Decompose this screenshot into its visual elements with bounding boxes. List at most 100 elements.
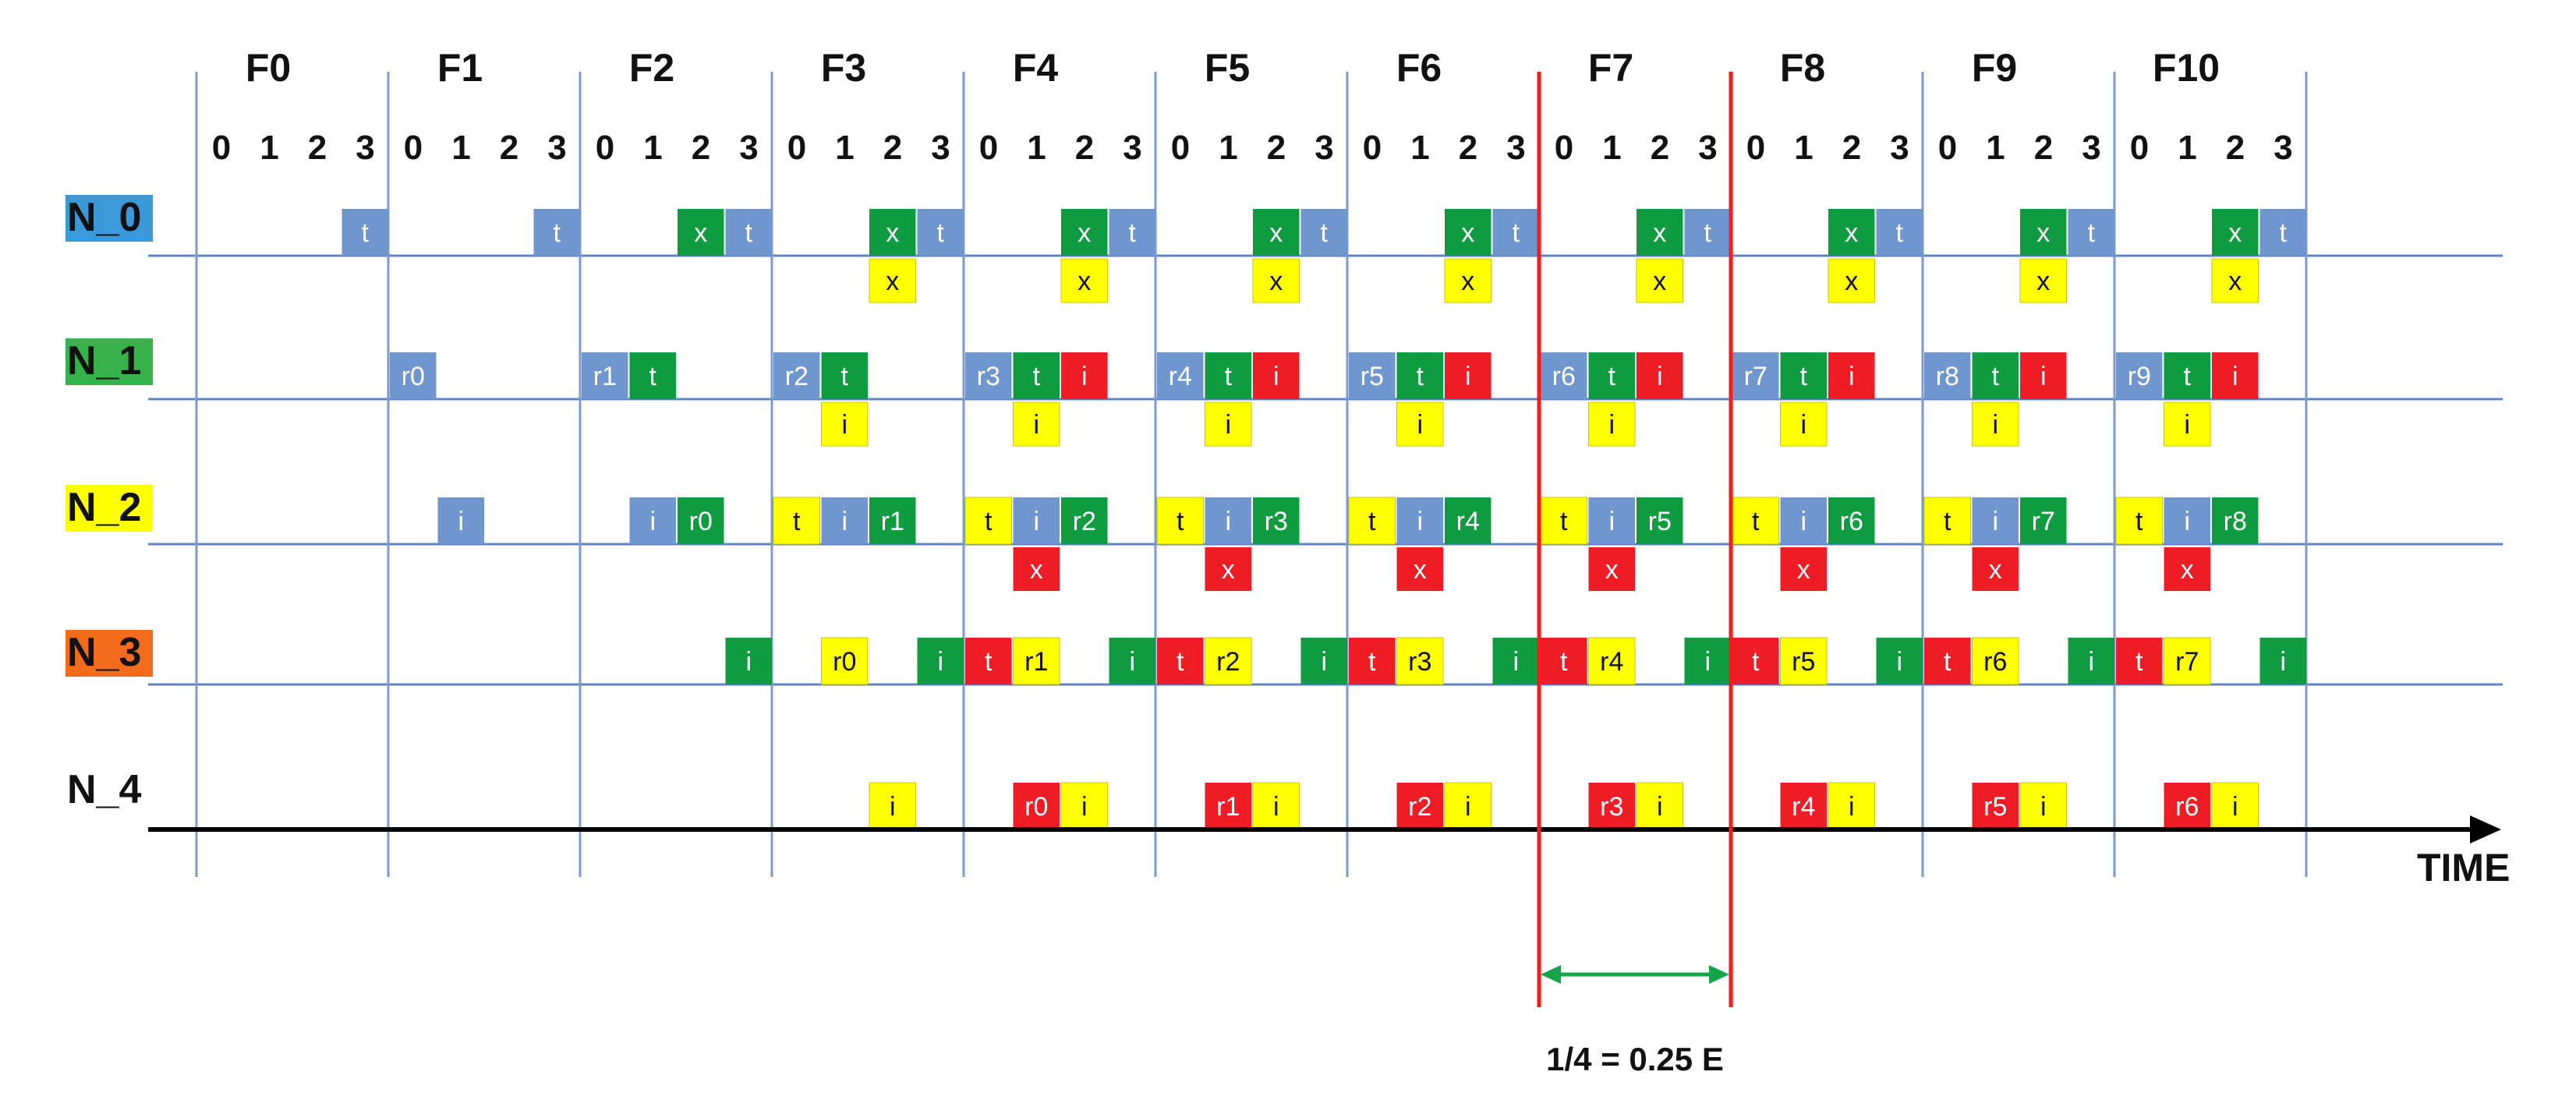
slot-cell <box>1349 352 1396 399</box>
slot-cell-label: x <box>1461 218 1474 248</box>
slot-cell-label: t <box>1800 362 1808 391</box>
slot-cell-label: x <box>1077 218 1091 248</box>
slot-cell <box>1349 638 1396 684</box>
slot-cell-label: i <box>1321 647 1327 677</box>
slot-cell <box>1205 547 1251 591</box>
slot-cell <box>1637 352 1683 399</box>
slot-cell <box>1541 638 1587 684</box>
slot-cell <box>725 209 772 256</box>
slot-cell <box>582 352 628 399</box>
slot-cell-label: r6 <box>1983 647 2007 677</box>
slot-label: 3 <box>931 129 950 167</box>
slot-cell <box>1780 783 1827 829</box>
slot-cell <box>1492 638 1539 684</box>
slot-cell <box>1157 352 1204 399</box>
slot-label: 1 <box>643 129 662 167</box>
slot-cell-label: i <box>1417 410 1423 440</box>
slot-cell-label: r5 <box>1983 792 2007 822</box>
slot-cell-label: t <box>649 362 657 391</box>
slot-cell-label: r1 <box>881 507 904 536</box>
slot-cell-label: i <box>1417 507 1423 536</box>
slot-cell-label: i <box>1608 507 1615 536</box>
time-axis-label: TIME <box>2417 846 2510 889</box>
slot-cell-label: x <box>1030 555 1043 585</box>
slot-cell-label: i <box>649 507 656 536</box>
slot-cell-label: t <box>554 218 561 248</box>
slot-label: 2 <box>2226 129 2245 167</box>
slot-cell <box>1588 352 1635 399</box>
slot-cell <box>821 401 869 447</box>
slot-cell-label: r1 <box>1024 647 1048 677</box>
slot-cell <box>1252 258 1300 303</box>
slot-cell <box>533 209 580 256</box>
slot-label: 1 <box>2178 129 2196 167</box>
slot-cell <box>1972 783 2019 829</box>
slot-cell-label: x <box>1222 555 1235 585</box>
slot-label: 2 <box>1651 129 1669 167</box>
slot-cell-label: i <box>1273 362 1279 391</box>
slot-cell <box>2020 352 2067 399</box>
slot-cell <box>965 352 1012 399</box>
slot-cell <box>2212 209 2259 256</box>
frame-label: F7 <box>1588 46 1633 90</box>
slot-cell <box>1732 638 1779 684</box>
slot-cell <box>678 209 724 256</box>
slot-cell-label: t <box>1321 218 1329 248</box>
slot-cell-label: x <box>1653 218 1666 248</box>
slot-cell-label: i <box>1465 362 1471 391</box>
slot-cell-label: t <box>2135 647 2143 677</box>
slot-cell <box>821 637 869 685</box>
slot-cell-label: t <box>1368 647 1376 677</box>
slot-label: 3 <box>1698 129 1717 167</box>
slot-cell-label: i <box>1992 507 1998 536</box>
slot-cell-label: i <box>2280 647 2286 677</box>
slot-cell <box>2164 783 2210 829</box>
slot-cell-label: r1 <box>1216 792 1240 822</box>
slot-cell <box>1061 209 1108 256</box>
slot-cell-label: r3 <box>1600 792 1623 822</box>
slot-cell-label: i <box>1033 410 1039 440</box>
slot-cell <box>1396 352 1443 399</box>
slot-cell-label: i <box>1081 362 1088 391</box>
slot-cell-label: t <box>793 507 801 536</box>
slot-cell <box>1972 352 2019 399</box>
slot-cell-label: t <box>1752 507 1760 536</box>
slot-cell <box>1445 209 1491 256</box>
slot-label: 3 <box>2273 129 2292 167</box>
slot-cell <box>2164 547 2210 591</box>
slot-cell <box>2212 352 2259 399</box>
slot-cell <box>1396 637 1444 685</box>
slot-label: 1 <box>1027 129 1046 167</box>
slot-label: 1 <box>1410 129 1429 167</box>
slot-cell <box>2068 638 2114 684</box>
slot-cell <box>1013 352 1060 399</box>
slot-cell <box>1396 547 1443 591</box>
slot-cell-label: x <box>2181 555 2194 585</box>
slot-cell-label: t <box>362 218 370 248</box>
slot-cell <box>1348 497 1396 545</box>
slot-cell <box>869 258 916 303</box>
slot-cell-label: x <box>2036 267 2050 296</box>
slot-cell <box>1013 637 1060 685</box>
slot-cell-label: x <box>694 218 707 248</box>
slot-cell-label: t <box>1896 218 1904 248</box>
slot-cell <box>1972 401 2019 447</box>
slot-cell <box>725 638 772 684</box>
slot-cell <box>1972 637 2019 685</box>
slot-label: 2 <box>1842 129 1861 167</box>
slot-cell <box>1588 783 1635 829</box>
slot-cell <box>821 352 868 399</box>
slot-label: 0 <box>1171 129 1190 167</box>
slot-cell-label: t <box>1129 218 1137 248</box>
slot-cell-label: t <box>2088 218 2096 248</box>
slot-cell <box>1636 258 1683 303</box>
slot-cell-label: x <box>1845 267 1858 296</box>
slot-cell <box>1924 638 1971 684</box>
slot-cell <box>1876 638 1923 684</box>
slot-cell <box>1205 352 1251 399</box>
slot-cell <box>965 638 1012 684</box>
slot-cell <box>2020 209 2067 256</box>
row-label: N_0 <box>67 195 141 240</box>
slot-label: 3 <box>547 129 566 167</box>
